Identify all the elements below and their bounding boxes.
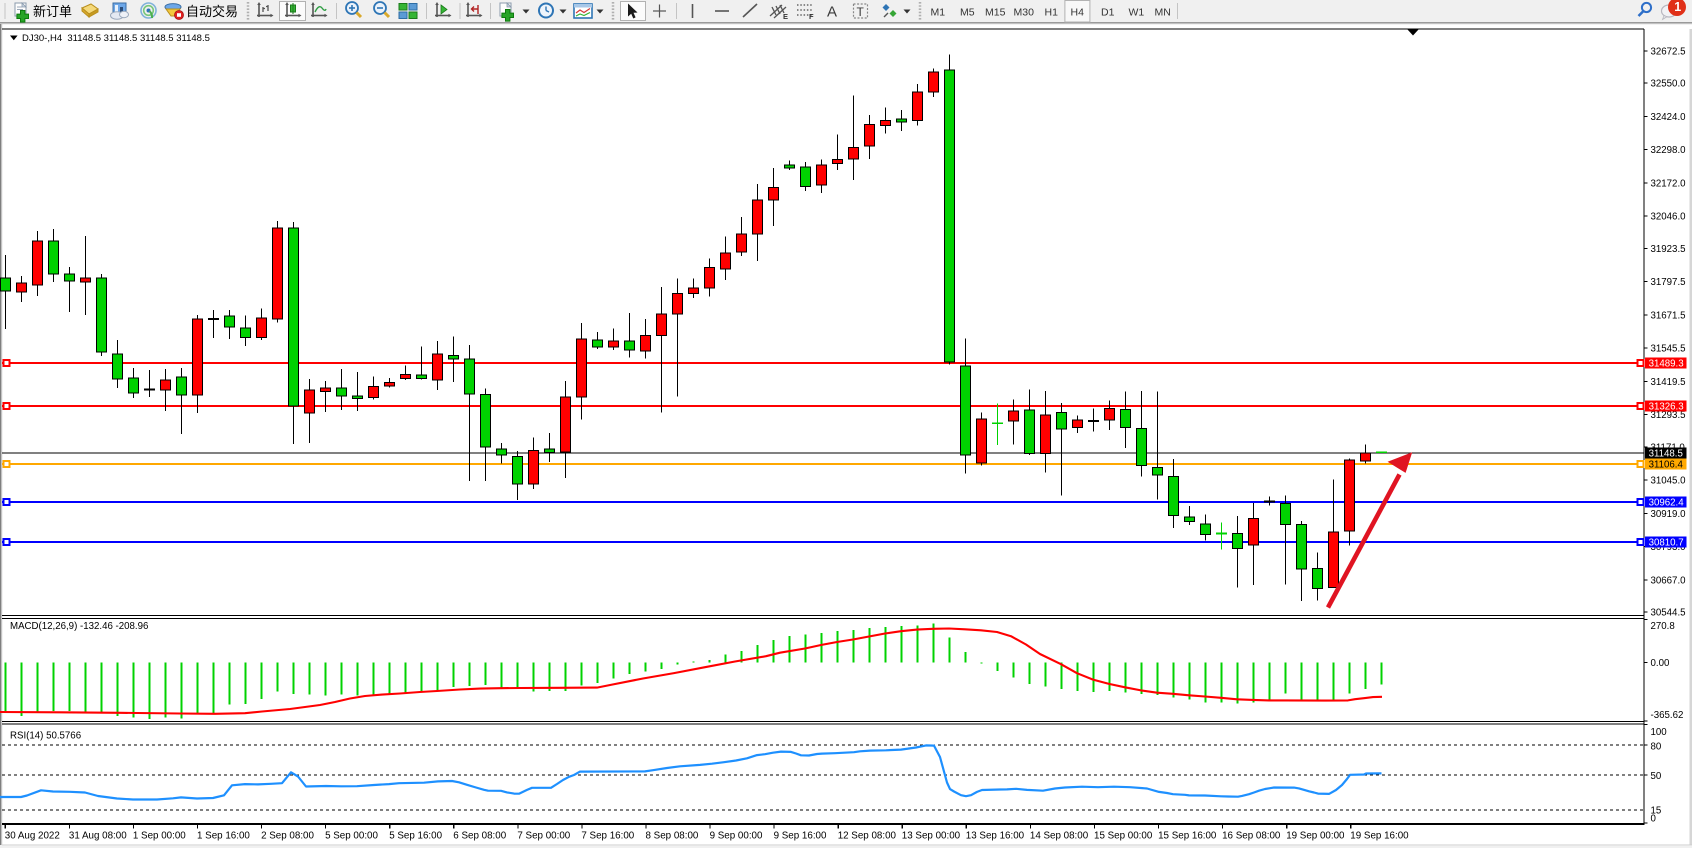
svg-text:14 Sep 08:00: 14 Sep 08:00 (1030, 831, 1089, 842)
svg-text:1 Sep 16:00: 1 Sep 16:00 (197, 831, 250, 842)
svg-text:32298.0: 32298.0 (1651, 145, 1687, 156)
svg-text:2 Sep 08:00: 2 Sep 08:00 (261, 831, 314, 842)
svg-text:8 Sep 08:00: 8 Sep 08:00 (646, 831, 699, 842)
svg-text:16 Sep 08:00: 16 Sep 08:00 (1222, 831, 1281, 842)
svg-text:31489.3: 31489.3 (1649, 359, 1684, 370)
svg-text:19 Sep 16:00: 19 Sep 16:00 (1350, 831, 1409, 842)
svg-text:H1: H1 (1045, 7, 1059, 19)
svg-text:31148.5: 31148.5 (1649, 449, 1683, 460)
svg-text:9 Sep 16:00: 9 Sep 16:00 (774, 831, 827, 842)
svg-text:30667.0: 30667.0 (1651, 575, 1687, 586)
svg-text:T: T (857, 5, 865, 19)
svg-text:M1: M1 (931, 7, 946, 19)
svg-text:12 Sep 08:00: 12 Sep 08:00 (838, 831, 897, 842)
svg-text:RSI(14) 50.5766: RSI(14) 50.5766 (10, 731, 81, 742)
svg-text:F: F (809, 12, 814, 21)
svg-text:32424.0: 32424.0 (1651, 112, 1687, 123)
svg-text:15 Sep 16:00: 15 Sep 16:00 (1158, 831, 1217, 842)
svg-text:A: A (827, 4, 837, 21)
svg-text:270.8: 270.8 (1651, 621, 1675, 632)
svg-text:M15: M15 (985, 7, 1006, 19)
svg-text:30 Aug 2022: 30 Aug 2022 (5, 831, 60, 842)
svg-text:32046.0: 32046.0 (1651, 212, 1687, 223)
svg-text:5 Sep 00:00: 5 Sep 00:00 (325, 831, 378, 842)
svg-text:80: 80 (1651, 741, 1662, 752)
svg-text:M30: M30 (1014, 7, 1035, 19)
svg-text:31045.0: 31045.0 (1651, 476, 1687, 487)
svg-text:15 Sep 00:00: 15 Sep 00:00 (1094, 831, 1153, 842)
svg-text:50: 50 (1651, 771, 1662, 782)
svg-text:32672.5: 32672.5 (1651, 46, 1686, 57)
svg-text:自动交易: 自动交易 (186, 4, 238, 19)
svg-text:31671.5: 31671.5 (1651, 310, 1686, 321)
svg-text:0: 0 (1651, 813, 1657, 824)
svg-text:30919.0: 30919.0 (1651, 509, 1687, 520)
svg-text:31419.5: 31419.5 (1651, 377, 1686, 388)
svg-text:15: 15 (1651, 806, 1662, 817)
svg-text:W1: W1 (1129, 7, 1145, 19)
svg-text:1 Sep 00:00: 1 Sep 00:00 (133, 831, 186, 842)
svg-text:30544.5: 30544.5 (1651, 608, 1686, 619)
svg-text:31293.5: 31293.5 (1651, 410, 1686, 421)
svg-text:30810.7: 30810.7 (1649, 538, 1684, 549)
svg-text:D1: D1 (1101, 7, 1115, 19)
svg-text:9 Sep 00:00: 9 Sep 00:00 (710, 831, 763, 842)
svg-text:7 Sep 00:00: 7 Sep 00:00 (517, 831, 570, 842)
svg-text:30962.4: 30962.4 (1649, 498, 1685, 509)
svg-text:7 Sep 16:00: 7 Sep 16:00 (581, 831, 634, 842)
svg-text:5 Sep 16:00: 5 Sep 16:00 (389, 831, 442, 842)
svg-text:31106.4: 31106.4 (1649, 460, 1684, 471)
svg-text:19 Sep 00:00: 19 Sep 00:00 (1286, 831, 1345, 842)
svg-text:DJ30-,H4 31148.5 31148.5 3114: DJ30-,H4 31148.5 31148.5 31148.5 31148.5 (22, 33, 210, 44)
svg-text:-365.62: -365.62 (1651, 710, 1684, 721)
svg-text:31326.3: 31326.3 (1649, 402, 1684, 413)
svg-text:13 Sep 16:00: 13 Sep 16:00 (966, 831, 1025, 842)
svg-text:E: E (783, 12, 788, 21)
svg-text:M5: M5 (960, 7, 975, 19)
svg-text:100: 100 (1651, 727, 1668, 738)
svg-text:1: 1 (1674, 0, 1681, 14)
svg-text:32550.0: 32550.0 (1651, 79, 1687, 90)
svg-text:31923.5: 31923.5 (1651, 244, 1686, 255)
svg-text:31545.5: 31545.5 (1651, 344, 1686, 355)
svg-text:MN: MN (1155, 7, 1171, 19)
svg-text:32172.0: 32172.0 (1651, 178, 1687, 189)
svg-text:31797.5: 31797.5 (1651, 277, 1686, 288)
svg-text:H4: H4 (1071, 7, 1085, 19)
svg-text:新订单: 新订单 (33, 4, 72, 19)
svg-text:6 Sep 08:00: 6 Sep 08:00 (453, 831, 506, 842)
svg-text:31 Aug 08:00: 31 Aug 08:00 (69, 831, 127, 842)
svg-text:0.00: 0.00 (1651, 658, 1670, 669)
svg-text:13 Sep 00:00: 13 Sep 00:00 (902, 831, 961, 842)
svg-text:MACD(12,26,9) -132.46 -208.96: MACD(12,26,9) -132.46 -208.96 (10, 621, 148, 632)
